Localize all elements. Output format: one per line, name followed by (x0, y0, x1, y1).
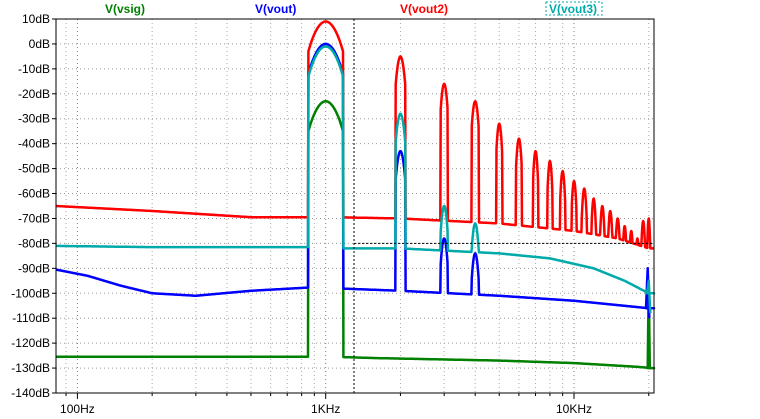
y-tick-label: -140dB (11, 386, 50, 400)
legend-vout3-selection (545, 1, 603, 16)
legend-vout[interactable]: V(vout) (255, 2, 296, 16)
y-tick-label: -90dB (18, 261, 50, 275)
y-tick-label: -50dB (18, 162, 50, 176)
y-tick-label: -120dB (11, 336, 50, 350)
plot-frame (55, 18, 655, 394)
y-tick-label: 0dB (29, 37, 50, 51)
x-tick-label: 10KHz (556, 402, 592, 416)
legend: V(vsig) V(vout) V(vout2) V(vout3) (105, 1, 603, 16)
legend-vout2[interactable]: V(vout2) (400, 2, 448, 16)
trace-v-vout3[interactable] (55, 45, 656, 314)
y-tick-label: -20dB (18, 87, 50, 101)
x-tick-label: 1KHz (311, 402, 340, 416)
y-tick-label: -40dB (18, 137, 50, 151)
legend-vout3[interactable]: V(vout3) (549, 2, 597, 16)
y-tick-label: -100dB (11, 286, 50, 300)
axes: 10dB 0dB -10dB -20dB -30dB -40dB -50dB -60dB -70… (11, 12, 650, 416)
trace-v-vout2[interactable] (55, 20, 655, 250)
y-tick-label: 10dB (22, 12, 50, 26)
y-tick-label: -110dB (12, 311, 50, 325)
y-tick-label: -70dB (18, 211, 50, 225)
y-tick-label: -60dB (18, 187, 50, 201)
y-tick-label: -30dB (18, 112, 50, 126)
trace-v-vsig[interactable] (55, 100, 656, 370)
y-tick-label: -80dB (18, 236, 50, 250)
cursor (353, 19, 654, 393)
x-tick-label: 100Hz (60, 402, 95, 416)
legend-vsig[interactable]: V(vsig) (105, 2, 145, 16)
trace-v-vout[interactable] (55, 42, 656, 319)
traces (55, 20, 656, 370)
y-tick-label: -10dB (18, 62, 50, 76)
y-tick-label: -130dB (11, 361, 50, 375)
